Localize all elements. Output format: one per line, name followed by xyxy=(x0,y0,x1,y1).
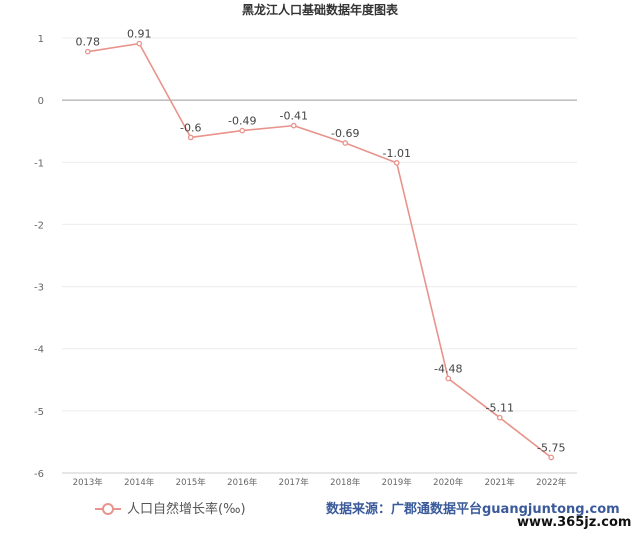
x-tick-label: 2017年 xyxy=(279,477,310,488)
y-tick-label: -4 xyxy=(34,345,44,356)
y-tick-label: 1 xyxy=(38,34,44,45)
y-tick-label: -5 xyxy=(34,407,44,418)
data-point[interactable] xyxy=(342,140,349,146)
data-point[interactable] xyxy=(445,375,452,382)
data-label: 0.91 xyxy=(127,28,152,41)
data-label: -0.41 xyxy=(280,110,308,123)
x-tick-label: 2018年 xyxy=(330,477,361,488)
axes: 1 0 -1 -2 -3 -4 -5 -6 2013年 2014年 2015年 2016年 2017年 2… xyxy=(34,34,577,488)
legend-label: 人口自然增长率(‰) xyxy=(127,501,246,517)
legend[interactable]: 人口自然增长率(‰) xyxy=(95,501,246,517)
data-label: 0.78 xyxy=(76,36,101,49)
y-tick-label: -1 xyxy=(34,158,44,169)
series-line xyxy=(87,42,552,459)
data-point[interactable] xyxy=(496,414,503,421)
series xyxy=(84,40,555,461)
x-tick-label: 2019年 xyxy=(382,477,413,488)
data-point[interactable] xyxy=(548,454,555,461)
x-tick-label: 2022年 xyxy=(536,477,567,488)
data-label: -4.48 xyxy=(434,363,462,376)
data-point[interactable] xyxy=(84,48,91,55)
grid-lines xyxy=(62,37,577,474)
watermark: www.365jz.com xyxy=(517,515,631,530)
x-tick-label: 2020年 xyxy=(433,477,464,488)
y-tick-label: -3 xyxy=(34,283,44,294)
y-tick-label: -2 xyxy=(34,220,44,231)
y-tick-label: -6 xyxy=(34,469,44,480)
data-source: 数据来源：广郡通数据平台guangjuntong.com xyxy=(326,501,620,517)
data-label: -0.6 xyxy=(180,121,201,134)
data-label: -0.49 xyxy=(228,115,256,128)
data-label: -5.75 xyxy=(537,441,565,454)
data-point[interactable] xyxy=(239,127,246,134)
chart-title: 黑龙江人口基础数据年度图表 xyxy=(242,2,399,17)
data-labels: 0.78 0.91 -0.6 -0.49 -0.41 -0.69 -1.01 -4.48 -5.… xyxy=(76,28,566,455)
x-tick-label: 2021年 xyxy=(485,477,516,488)
data-label: -0.69 xyxy=(331,127,359,140)
x-tick-label: 2016年 xyxy=(227,477,258,488)
x-tick-label: 2013年 xyxy=(73,477,104,488)
data-point[interactable] xyxy=(187,134,194,141)
data-label: -1.01 xyxy=(383,147,411,160)
data-point[interactable] xyxy=(290,122,297,129)
x-tick-label: 2015年 xyxy=(176,477,207,488)
data-label: -5.11 xyxy=(486,402,514,415)
legend-marker-icon xyxy=(102,503,114,515)
data-point[interactable] xyxy=(136,40,143,47)
y-tick-label: 0 xyxy=(38,96,44,107)
x-tick-label: 2014年 xyxy=(124,477,155,488)
data-point[interactable] xyxy=(393,160,400,166)
